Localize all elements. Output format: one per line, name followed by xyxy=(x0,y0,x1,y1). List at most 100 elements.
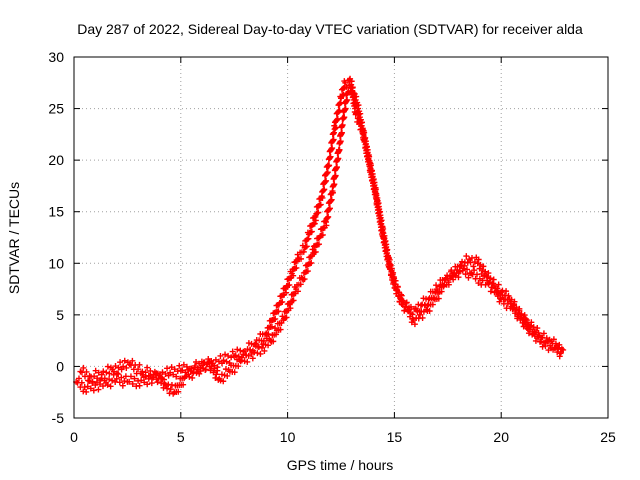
data-point-marker xyxy=(466,256,473,263)
data-point-marker xyxy=(514,313,521,320)
data-point-marker xyxy=(168,364,175,371)
data-point-marker xyxy=(286,281,293,288)
data-point-marker xyxy=(386,256,393,263)
data-point-marker xyxy=(326,205,333,212)
data-point-marker xyxy=(487,288,494,295)
data-point-marker xyxy=(94,375,101,382)
data-point-marker xyxy=(519,319,526,326)
data-point-marker xyxy=(330,136,337,143)
data-point-marker xyxy=(505,292,512,299)
data-point-marker xyxy=(371,179,378,186)
y-tick-label: 15 xyxy=(48,204,64,220)
data-point-marker xyxy=(455,270,462,277)
data-point-marker xyxy=(275,308,282,315)
data-point-marker xyxy=(482,281,489,288)
data-point-marker xyxy=(339,121,346,128)
data-point-marker xyxy=(484,273,491,280)
data-point-marker xyxy=(244,358,251,365)
data-point-marker xyxy=(494,285,501,292)
data-point-marker xyxy=(333,164,340,171)
data-point-marker xyxy=(85,377,92,384)
data-point-marker xyxy=(112,363,119,370)
data-point-marker xyxy=(403,300,410,307)
data-point-marker xyxy=(361,129,368,136)
data-point-marker xyxy=(252,343,259,350)
data-point-marker xyxy=(465,274,472,281)
data-point-marker xyxy=(126,378,133,385)
data-point-marker xyxy=(423,306,430,313)
data-point-marker xyxy=(135,366,142,373)
y-tick-label: 0 xyxy=(56,358,64,374)
data-point-marker xyxy=(224,372,231,379)
data-point-marker xyxy=(319,194,326,201)
x-tick-label: 25 xyxy=(600,429,616,445)
data-point-marker xyxy=(193,359,200,366)
data-point-marker xyxy=(251,349,258,356)
data-point-marker xyxy=(99,383,106,390)
data-point-marker xyxy=(91,373,98,380)
data-point-marker xyxy=(205,359,212,366)
data-point-marker xyxy=(297,281,304,288)
data-point-marker xyxy=(141,379,148,386)
data-point-marker xyxy=(517,314,524,321)
data-point-marker xyxy=(175,388,182,395)
data-point-marker xyxy=(106,370,113,377)
data-point-marker xyxy=(118,374,125,381)
data-point-marker xyxy=(527,323,534,330)
data-point-marker xyxy=(308,253,315,260)
data-point-marker xyxy=(202,366,209,373)
data-point-marker xyxy=(329,145,336,152)
data-point-marker xyxy=(254,350,261,357)
data-point-marker xyxy=(87,385,94,392)
y-tick-label: 10 xyxy=(48,255,64,271)
data-point-marker xyxy=(187,367,194,374)
data-point-marker xyxy=(388,265,395,272)
data-point-marker xyxy=(390,274,397,281)
data-point-marker xyxy=(136,382,143,389)
data-point-marker xyxy=(129,357,136,364)
data-point-marker xyxy=(120,363,127,370)
data-point-marker xyxy=(333,124,340,131)
data-point-marker xyxy=(340,84,347,91)
data-point-marker xyxy=(100,368,107,375)
data-point-marker xyxy=(435,295,442,302)
data-point-marker xyxy=(273,331,280,338)
data-point-marker xyxy=(118,366,125,373)
data-point-marker xyxy=(304,268,311,275)
data-point-marker xyxy=(503,288,510,295)
data-point-marker xyxy=(367,162,374,169)
data-point-marker xyxy=(95,386,102,393)
data-point-marker xyxy=(136,361,143,368)
data-point-marker xyxy=(89,378,96,385)
data-point-marker xyxy=(470,263,477,270)
data-point-marker xyxy=(265,331,272,338)
data-point-marker xyxy=(83,368,90,375)
data-point-marker xyxy=(482,268,489,275)
y-tick-label: 30 xyxy=(48,49,64,65)
data-point-marker xyxy=(97,377,104,384)
data-point-marker xyxy=(232,352,239,359)
data-point-marker xyxy=(298,255,305,262)
data-point-marker xyxy=(327,153,334,160)
data-point-marker xyxy=(255,344,262,351)
data-point-marker xyxy=(560,346,567,353)
data-point-marker xyxy=(456,263,463,270)
data-point-marker xyxy=(180,361,187,368)
data-point-marker xyxy=(429,301,436,308)
data-point-marker xyxy=(445,281,452,288)
data-point-marker xyxy=(106,376,113,383)
data-point-marker xyxy=(464,266,471,273)
data-point-marker xyxy=(183,372,190,379)
data-point-marker xyxy=(485,270,492,277)
data-point-marker xyxy=(406,304,413,311)
data-point-marker xyxy=(342,105,349,112)
data-point-marker xyxy=(364,146,371,153)
data-point-marker xyxy=(300,248,307,255)
data-point-marker xyxy=(223,358,230,365)
data-point-marker xyxy=(362,138,369,145)
data-point-marker xyxy=(139,368,146,375)
data-point-marker xyxy=(119,382,126,389)
data-point-marker xyxy=(326,206,333,213)
data-point-marker xyxy=(374,194,381,201)
data-point-marker xyxy=(147,367,154,374)
